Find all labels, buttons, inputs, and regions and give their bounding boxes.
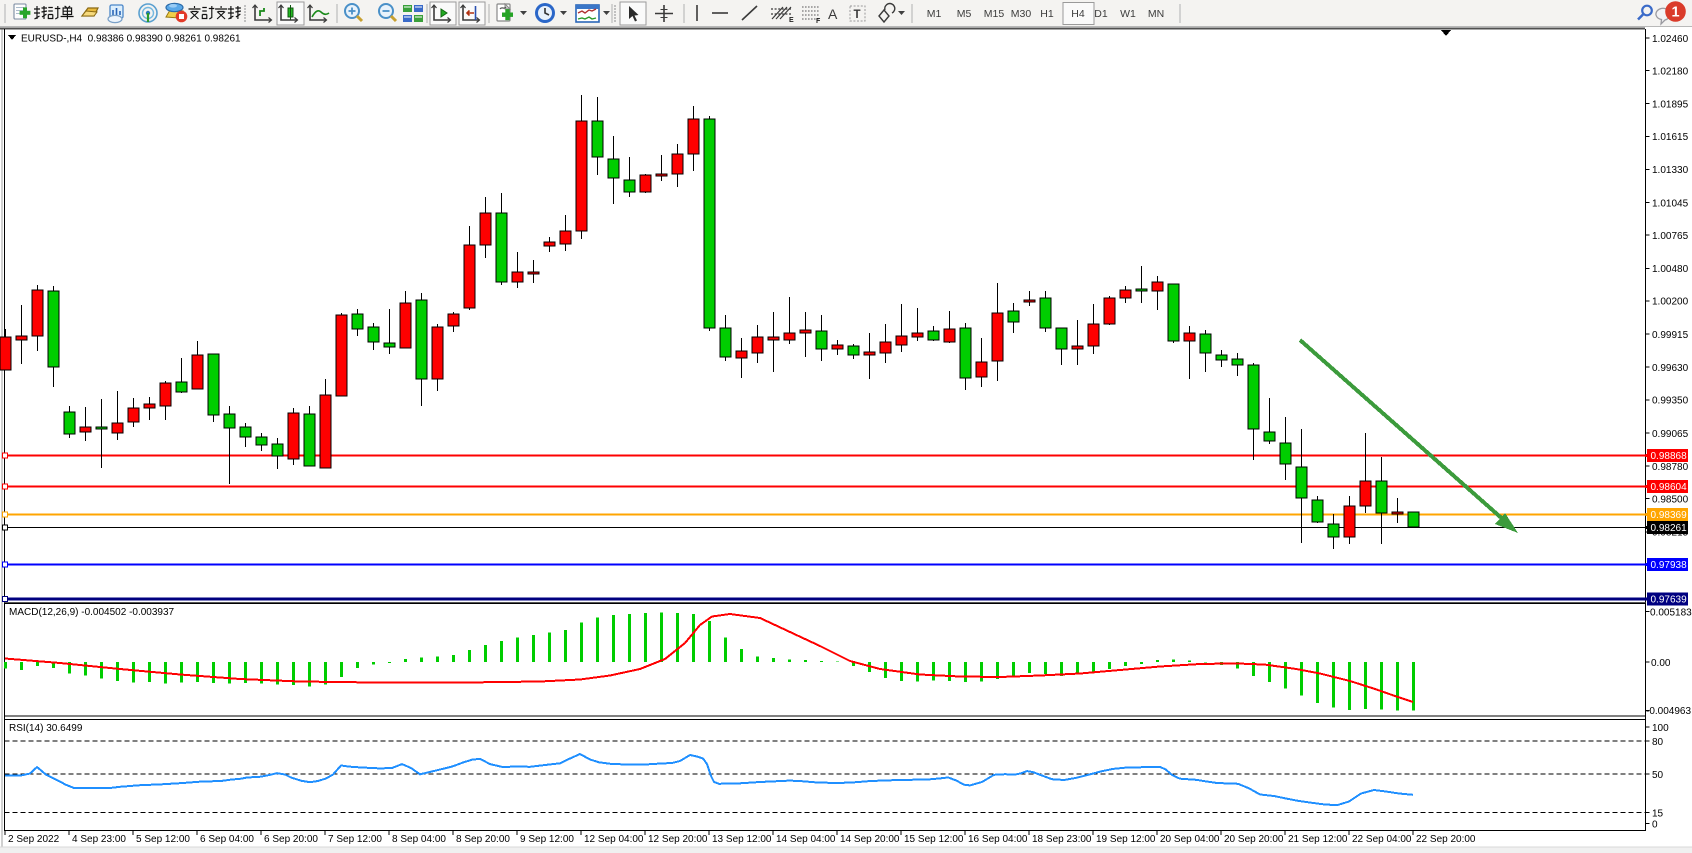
- svg-text:13 Sep 12:00: 13 Sep 12:00: [712, 834, 772, 845]
- svg-text:0.98604: 0.98604: [1651, 482, 1688, 493]
- svg-text:50: 50: [1652, 770, 1664, 781]
- svg-text:1.01330: 1.01330: [1652, 165, 1689, 176]
- svg-text:1.00765: 1.00765: [1652, 231, 1689, 242]
- svg-text:0.98261: 0.98261: [1651, 523, 1688, 534]
- svg-text:0.99065: 0.99065: [1652, 429, 1689, 440]
- svg-text:2 Sep 2022: 2 Sep 2022: [8, 834, 60, 845]
- svg-text:6 Sep 20:00: 6 Sep 20:00: [264, 834, 318, 845]
- svg-text:19 Sep 12:00: 19 Sep 12:00: [1096, 834, 1156, 845]
- svg-text:EURUSD-,H4 0.98386 0.98390 0.: EURUSD-,H4 0.98386 0.98390 0.98261 0.982…: [21, 34, 241, 45]
- svg-text:1.00200: 1.00200: [1652, 297, 1689, 308]
- svg-text:12 Sep 04:00: 12 Sep 04:00: [584, 834, 644, 845]
- svg-text:0.98369: 0.98369: [1651, 510, 1688, 521]
- svg-text:1: 1: [1671, 5, 1679, 21]
- svg-text:0.98500: 0.98500: [1652, 495, 1689, 506]
- svg-text:6 Sep 04:00: 6 Sep 04:00: [200, 834, 254, 845]
- svg-text:E: E: [789, 17, 794, 24]
- svg-text:15 Sep 12:00: 15 Sep 12:00: [904, 834, 964, 845]
- svg-text:F: F: [816, 18, 821, 25]
- svg-text:5 Sep 12:00: 5 Sep 12:00: [136, 834, 190, 845]
- svg-text:22 Sep 04:00: 22 Sep 04:00: [1352, 834, 1412, 845]
- svg-text:H1: H1: [1040, 8, 1054, 20]
- svg-text:D1: D1: [1094, 8, 1108, 20]
- svg-text:20 Sep 04:00: 20 Sep 04:00: [1160, 834, 1220, 845]
- svg-text:16 Sep 04:00: 16 Sep 04:00: [968, 834, 1028, 845]
- svg-text:H4: H4: [1071, 8, 1085, 20]
- svg-text:4 Sep 23:00: 4 Sep 23:00: [72, 834, 126, 845]
- svg-text:M15: M15: [984, 8, 1005, 20]
- svg-text:W1: W1: [1120, 8, 1136, 20]
- svg-text:1.01895: 1.01895: [1652, 100, 1689, 111]
- svg-text:0.98780: 0.98780: [1652, 462, 1689, 473]
- svg-text:0.99915: 0.99915: [1652, 330, 1689, 341]
- svg-text:12 Sep 20:00: 12 Sep 20:00: [648, 834, 708, 845]
- svg-text:M1: M1: [927, 8, 942, 20]
- svg-text:T: T: [854, 9, 861, 21]
- svg-text:0: 0: [1652, 819, 1658, 830]
- svg-text:22 Sep 20:00: 22 Sep 20:00: [1416, 834, 1476, 845]
- svg-text:15: 15: [1652, 808, 1664, 819]
- svg-text:1.02460: 1.02460: [1652, 34, 1689, 45]
- svg-text:0.99350: 0.99350: [1652, 396, 1689, 407]
- svg-text:0.005183: 0.005183: [1650, 607, 1692, 618]
- svg-text:MACD(12,26,9) -0.004502 -0.003: MACD(12,26,9) -0.004502 -0.003937: [9, 607, 175, 618]
- svg-text:100: 100: [1652, 723, 1669, 734]
- svg-text:1.01615: 1.01615: [1652, 132, 1689, 143]
- svg-text:-0.004963: -0.004963: [1646, 706, 1691, 717]
- svg-text:21 Sep 12:00: 21 Sep 12:00: [1288, 834, 1348, 845]
- svg-text:1.00480: 1.00480: [1652, 264, 1689, 275]
- svg-text:0.97639: 0.97639: [1651, 595, 1688, 606]
- svg-text:1.01045: 1.01045: [1652, 198, 1689, 209]
- svg-text:1.02180: 1.02180: [1652, 66, 1689, 77]
- svg-text:18 Sep 23:00: 18 Sep 23:00: [1032, 834, 1092, 845]
- svg-text:20 Sep 20:00: 20 Sep 20:00: [1224, 834, 1284, 845]
- svg-text:14 Sep 20:00: 14 Sep 20:00: [840, 834, 900, 845]
- svg-text:9 Sep 12:00: 9 Sep 12:00: [520, 834, 574, 845]
- svg-text:0.98868: 0.98868: [1651, 451, 1688, 462]
- svg-text:8 Sep 04:00: 8 Sep 04:00: [392, 834, 446, 845]
- svg-text:8 Sep 20:00: 8 Sep 20:00: [456, 834, 510, 845]
- svg-text:A: A: [828, 6, 838, 22]
- svg-text:RSI(14) 30.6499: RSI(14) 30.6499: [9, 723, 83, 734]
- svg-text:14 Sep 04:00: 14 Sep 04:00: [776, 834, 836, 845]
- svg-text:80: 80: [1652, 737, 1664, 748]
- svg-text:0.00: 0.00: [1651, 658, 1671, 669]
- svg-text:7 Sep 12:00: 7 Sep 12:00: [328, 834, 382, 845]
- svg-text:MN: MN: [1148, 8, 1164, 20]
- svg-text:0.97938: 0.97938: [1651, 560, 1688, 571]
- svg-text:0.99630: 0.99630: [1652, 363, 1689, 374]
- svg-text:M30: M30: [1011, 8, 1032, 20]
- svg-text:M5: M5: [957, 8, 972, 20]
